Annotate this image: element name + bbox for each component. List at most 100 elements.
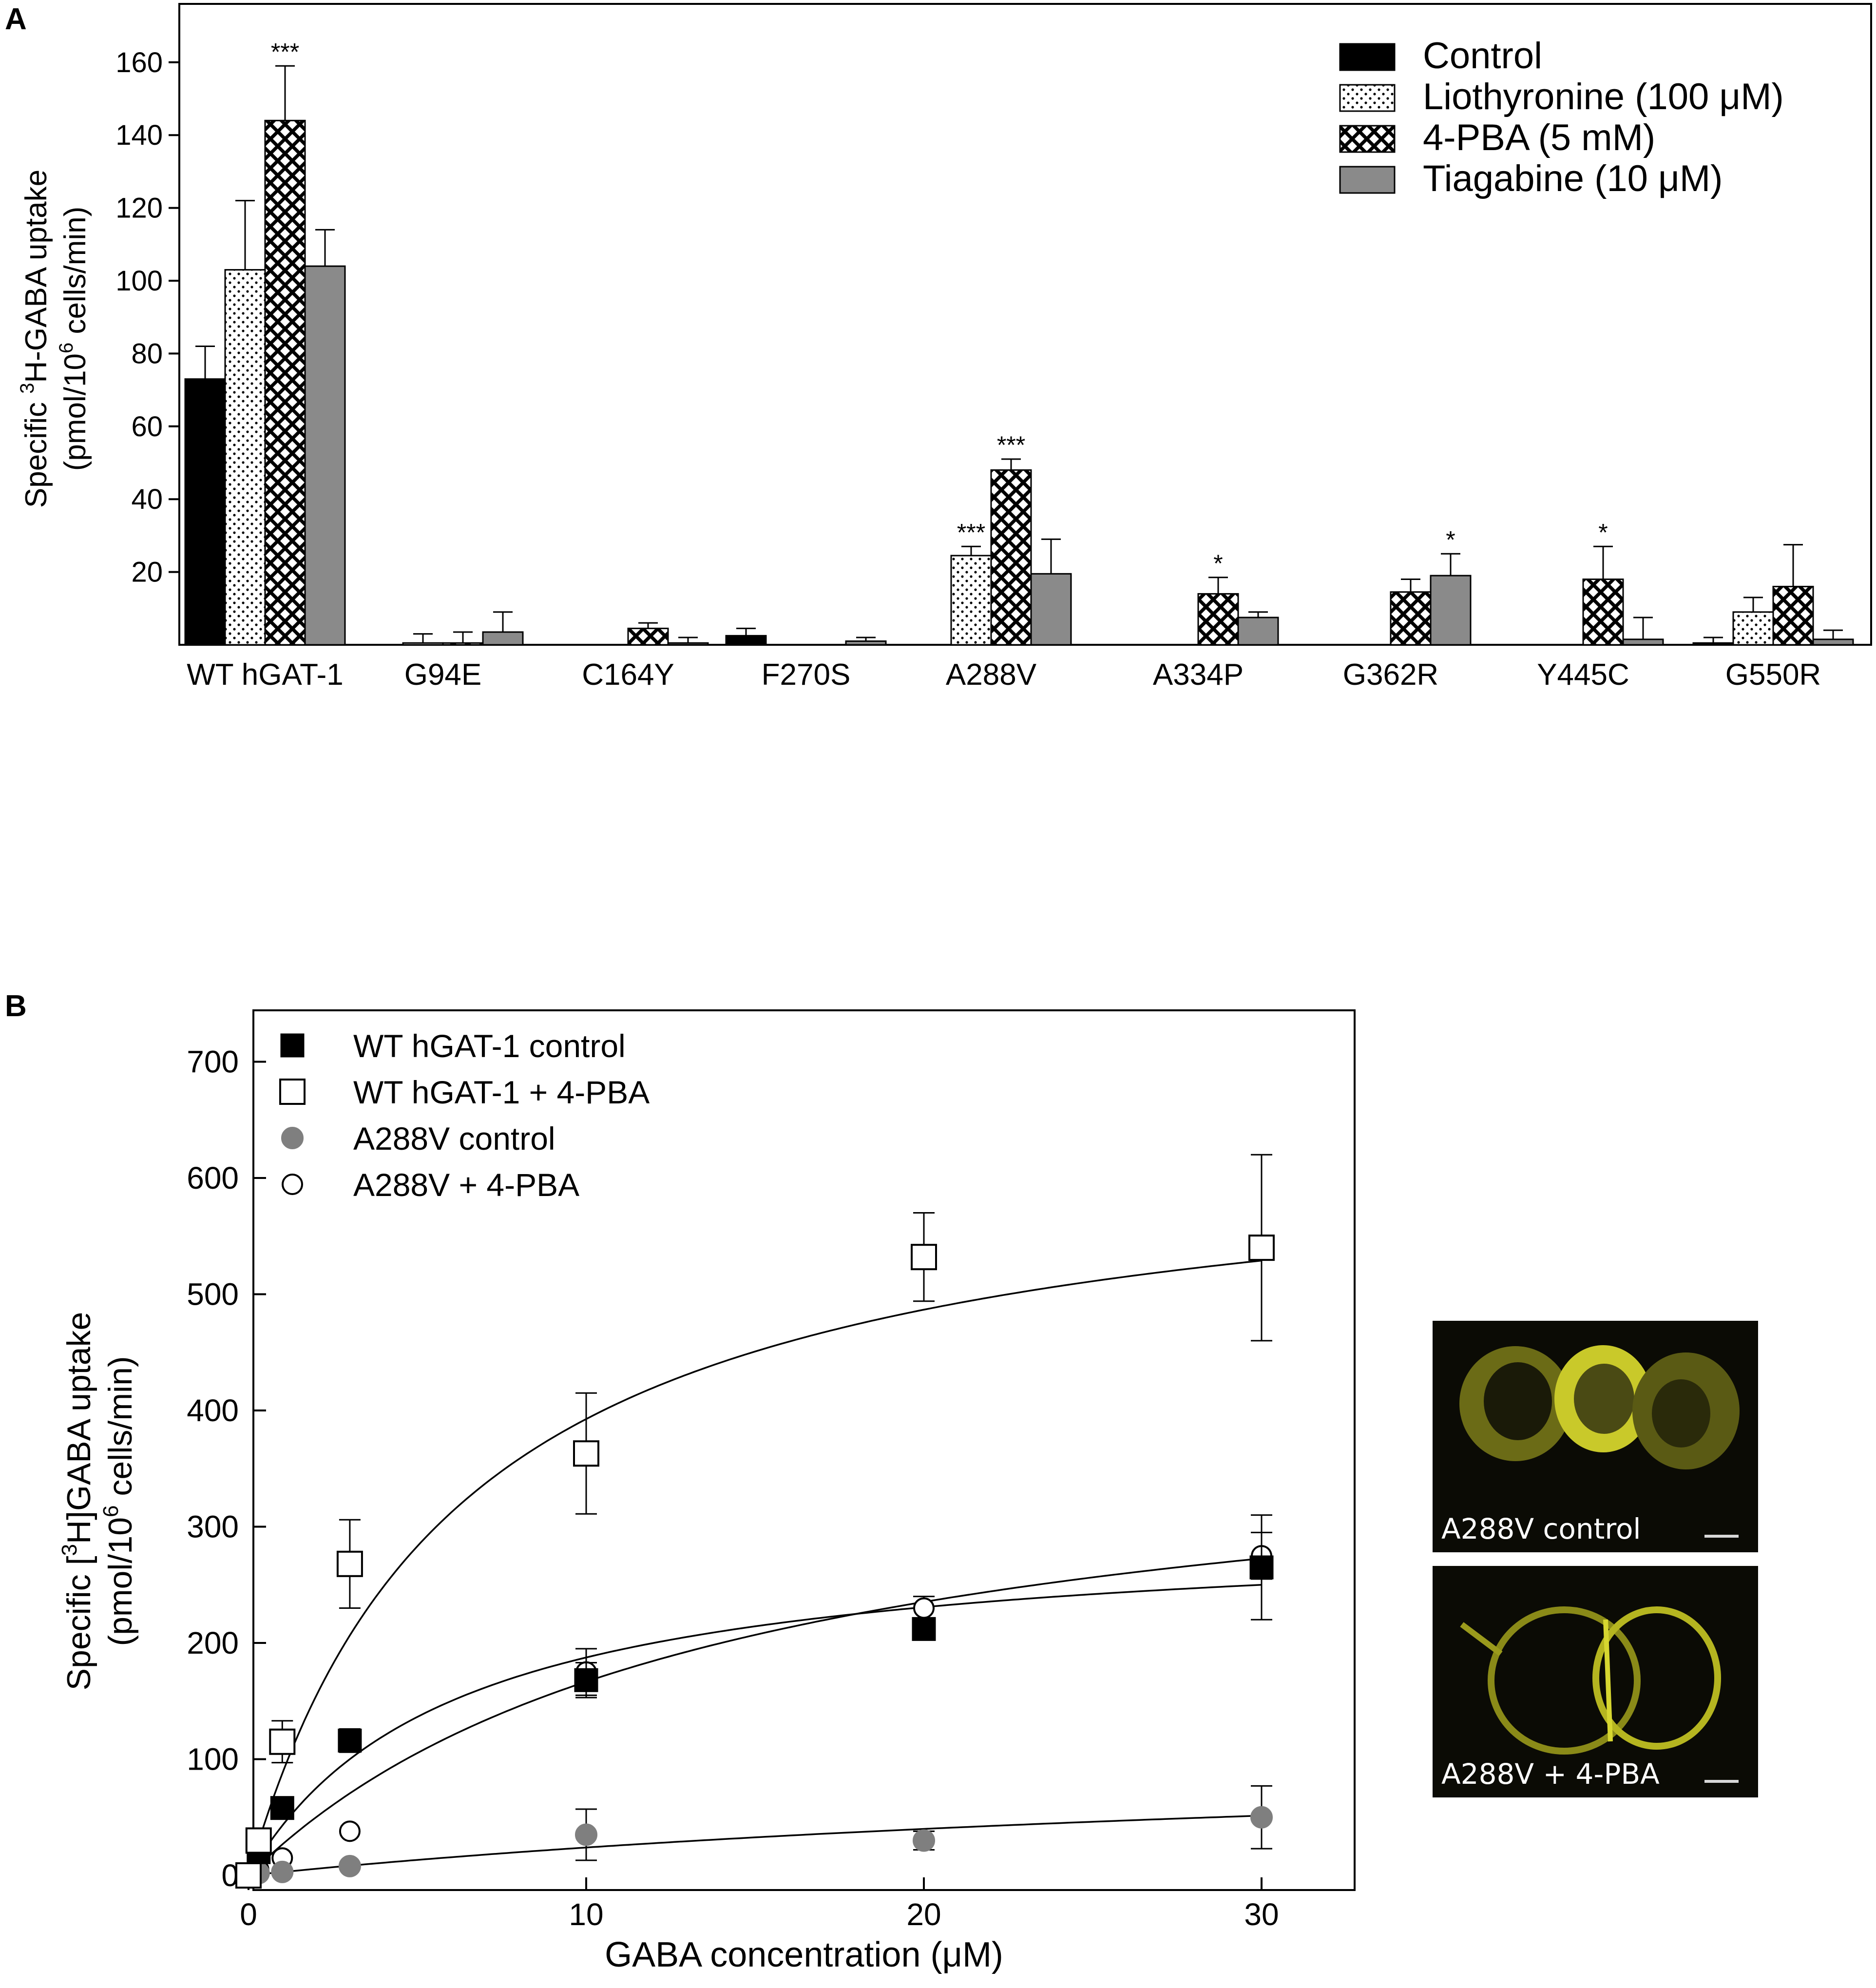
point-a288v-control [1250,1806,1273,1829]
panel-b-y-axis-label: Specific [3H]GABA uptake (pmol/106 cells… [57,1312,139,1691]
bar-tiagabine-10-m-y445c [1622,638,1664,646]
x-tick-label-a288v: A288V [946,658,1037,692]
panel-b-fit-curves [248,1259,1262,1876]
bar-4-pba-5-mm-a288v [990,469,1032,646]
x-tick-label: 20 [906,1897,941,1932]
y-tick-label: 100 [187,1742,239,1777]
point-a288v-control [575,1823,597,1846]
y-tick-label: 400 [187,1393,239,1428]
y-tick-label: 140 [115,119,163,151]
bar-4-pba-5-mm-wt-hgat-1 [264,119,306,646]
y-tick-label: 700 [187,1044,239,1080]
bar-tiagabine-10-m-g362r [1430,575,1472,646]
legend-marker-a288v-4-pba [282,1174,303,1195]
scale-bar-bottom [1704,1780,1739,1783]
bar-control-g550r [1692,642,1734,646]
bar-4-pba-5-mm-y445c [1582,579,1624,646]
legend-label-a288v-control: A288V control [353,1120,555,1157]
x-tick-label-c164y: C164Y [582,658,674,692]
bar-tiagabine-10-m-g94e [482,631,524,646]
y-tick-label: 200 [187,1625,239,1660]
significance-marker: *** [957,519,985,546]
svg-text:Specific 3H-GABA uptake: Specific 3H-GABA uptake [17,170,53,508]
legend-swatch-liothyronine-100-m [1339,84,1396,112]
significance-marker: *** [271,38,299,65]
bar-tiagabine-10-m-wt-hgat-1 [304,265,346,646]
cells-illustration [1460,1606,1721,1755]
legend-swatch-control [1339,43,1396,71]
point-a288v-control [913,1829,935,1852]
panel-a-y-axis-label: Specific 3H-GABA uptake (pmol/106 cells/… [17,170,92,508]
legend-label-wt-hgat-1-4-pba: WT hGAT-1 + 4-PBA [353,1074,650,1110]
y-tick-label: 160 [115,47,163,78]
y-tick-label: 80 [131,338,163,369]
point-wt-hgat-1-control [270,1796,294,1820]
legend-label-a288v-4-pba: A288V + 4-PBA [353,1167,579,1203]
point-wt-hgat-1-4-pba [911,1244,937,1271]
fit-curve-wt-hgat-1-4-pba [248,1259,1262,1876]
bar-control-wt-hgat-1 [184,378,226,646]
bar-4-pba-5-mm-c164y [627,627,669,646]
bar-tiagabine-10-m-c164y [667,642,709,646]
legend-label-tiagabine-10-m: Tiagabine (10 μM) [1423,158,1723,199]
point-wt-hgat-1-control [338,1728,362,1753]
x-tick-label-f270s: F270S [762,658,851,692]
panel-b-x-axis-label: GABA concentration (μM) [605,1935,1003,1974]
svg-text:(pmol/106 cells/min): (pmol/106 cells/min) [99,1356,139,1646]
x-tick-label-a334p: A334P [1153,658,1244,692]
x-tick-label: 30 [1244,1897,1279,1932]
point-a288v-4-pba [913,1597,935,1619]
panel-b-label: B [5,989,27,1023]
bar-liothyronine-100-m-g550r [1732,611,1774,646]
bar-tiagabine-10-m-a288v [1030,573,1072,646]
micrograph-a288v-control: A288V control [1433,1321,1758,1552]
panel-a-bars: ************ [184,38,1854,646]
x-tick-label: 0 [240,1897,257,1932]
legend-label-wt-hgat-1-control: WT hGAT-1 control [353,1028,626,1064]
significance-marker: * [1598,519,1608,546]
point-wt-hgat-1-4-pba [573,1440,599,1467]
point-wt-hgat-1-4-pba [1248,1235,1275,1261]
bar-control-f270s [725,635,767,646]
point-wt-hgat-1-4-pba [235,1862,262,1889]
point-wt-hgat-1-control [912,1617,936,1641]
bar-liothyronine-100-m-wt-hgat-1 [224,269,266,646]
y-tick-label: 100 [115,265,163,297]
y-tick-label: 60 [131,411,163,443]
bar-4-pba-5-mm-a334p [1197,593,1239,646]
micrograph-a288v-4pba: A288V + 4-PBA [1433,1566,1758,1797]
legend-marker-a288v-control [281,1127,304,1149]
significance-marker: * [1213,550,1223,577]
svg-text:(pmol/106 cells/min): (pmol/106 cells/min) [56,207,92,471]
y-tick-label: 20 [131,557,163,588]
panel-a-x-tick-labels: WT hGAT-1 G94E C164Y F270S A288V A334P G362R Y4… [187,658,1821,692]
x-tick-label-y445c: Y445C [1537,658,1629,692]
x-tick-label-g362r: G362R [1343,658,1438,692]
y-tick-label: 40 [131,483,163,515]
bar-4-pba-5-mm-g550r [1772,585,1814,646]
point-wt-hgat-1-control [1249,1555,1274,1580]
point-wt-hgat-1-4-pba [245,1827,272,1854]
bar-tiagabine-10-m-f270s [845,640,887,646]
point-a288v-4-pba [339,1820,361,1842]
fit-curve-a288v-control [248,1814,1262,1876]
micrograph-top-label: A288V control [1441,1512,1641,1545]
bar-tiagabine-10-m-a334p [1237,617,1279,646]
bar-liothyronine-100-m-g94e [402,642,444,646]
bar-4-pba-5-mm-g94e [442,642,484,646]
legend-label-control: Control [1423,35,1542,77]
bar-4-pba-5-mm-g362r [1390,591,1432,646]
point-wt-hgat-1-control [574,1668,598,1692]
svg-text:Specific [3H]GABA uptake: Specific [3H]GABA uptake [57,1312,97,1691]
legend-label-4-pba-5-mm: 4-PBA (5 mM) [1423,117,1655,158]
x-tick-label: 10 [569,1897,603,1932]
legend-marker-wt-hgat-1-control [280,1033,305,1058]
legend-marker-wt-hgat-1-4-pba [279,1079,306,1105]
point-a288v-control [338,1854,361,1877]
panel-b-plot-frame [252,1009,1356,1891]
significance-marker: * [1446,526,1455,553]
